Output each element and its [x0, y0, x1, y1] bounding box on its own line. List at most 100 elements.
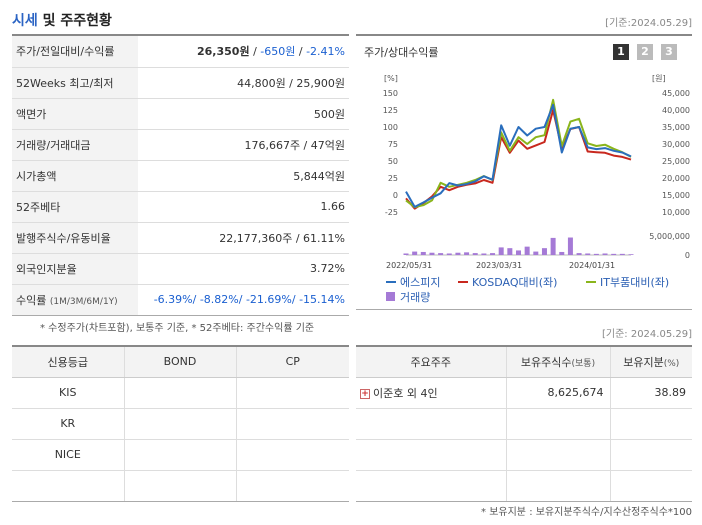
empty-cell	[506, 439, 611, 471]
empty-cell	[356, 439, 507, 471]
bond-cell	[124, 377, 237, 409]
row-label: 거래량/거래대금	[12, 129, 138, 161]
pct-header-sub: (%)	[663, 358, 680, 369]
x-tick-label: 2022/05/31	[386, 261, 432, 270]
table-row: 발행주식수/유동비율 22,177,360주 / 61.11%	[12, 222, 349, 254]
divider	[12, 34, 349, 36]
volume-bar	[593, 253, 599, 255]
volume-bar	[446, 253, 452, 255]
table-row: 거래량/거래대금 176,667주 / 47억원	[12, 129, 349, 161]
row-value: 44,800원 / 25,900원	[138, 67, 349, 99]
volume-bar	[438, 253, 444, 255]
table-header-row: 신용등급 BOND CP	[12, 345, 349, 378]
credit-agency: NICE	[12, 439, 125, 471]
credit-agency: KR	[12, 408, 125, 440]
volume-bar	[481, 253, 487, 255]
table-row: KIS	[12, 377, 349, 409]
legend-label: 거래량	[400, 291, 430, 304]
chart-page-2-button[interactable]: 2	[637, 44, 653, 60]
left-tick-label: 25	[388, 174, 398, 183]
row-value: 22,177,360주 / 61.11%	[138, 222, 349, 254]
credit-header-rating: 신용등급	[12, 345, 125, 378]
empty-cell	[356, 470, 507, 502]
chart-page-3-button[interactable]: 3	[661, 44, 677, 60]
table-row: KR	[12, 408, 349, 440]
volume-bar	[619, 253, 625, 255]
table-row: 시가총액 5,844억원	[12, 160, 349, 192]
right-tick-label: 20,000	[662, 174, 690, 183]
return-1y: -15.14%	[299, 293, 345, 306]
title-holders: 및 주주현황	[42, 13, 112, 29]
major-holders-table: 주요주주 보유주식수(보통) 보유지분(%) + 이준호 외 4인 8,625,6…	[356, 345, 692, 502]
row-label: 52주베타	[12, 191, 138, 223]
row-value: 176,667주 / 47억원	[138, 129, 349, 161]
volume-tick-label: 0	[685, 251, 690, 260]
quote-table: 주가/전일대비/수익률 26,350원 / -650원 / -2.41% 52W…	[12, 36, 349, 316]
credit-header-bond: BOND	[124, 345, 237, 378]
volume-bar	[490, 253, 496, 255]
right-tick-label: 25,000	[662, 157, 690, 166]
legend-swatch	[386, 292, 395, 301]
legend-label: IT부품대비(좌)	[600, 276, 669, 289]
row-value: 500원	[138, 98, 349, 130]
table-row: + 이준호 외 4인 8,625,674 38.89	[356, 377, 692, 409]
holders-base-date: [기준: 2024.05.29]	[601, 329, 692, 340]
right-tick-label: 45,000	[662, 89, 690, 98]
credit-header-cp: CP	[236, 345, 349, 378]
x-tick-label: 2024/01/31	[569, 261, 615, 270]
empty-cell	[610, 470, 692, 502]
series-line	[405, 103, 632, 208]
table-row	[356, 439, 692, 471]
volume-bar	[550, 237, 556, 255]
return-6m: -21.69%	[245, 293, 292, 306]
volume-bar	[464, 252, 470, 255]
volume-bar	[455, 252, 461, 255]
left-tick-label: 75	[388, 140, 398, 149]
row-label: 52Weeks 최고/최저	[12, 67, 138, 99]
volume-bar	[559, 251, 565, 255]
table-header-row: 주요주주 보유주식수(보통) 보유지분(%)	[356, 345, 692, 378]
volume-bar	[585, 253, 591, 255]
returns-value: -6.39%/ -8.82%/ -21.69%/ -15.14%	[138, 284, 349, 316]
expand-icon[interactable]: +	[360, 388, 370, 399]
credit-rating-table: 신용등급 BOND CP KIS KR NICE	[12, 345, 349, 502]
row-value: 5,844억원	[138, 160, 349, 192]
left-tick-label: 100	[383, 123, 398, 132]
row-label: 외국인지분율	[12, 253, 138, 285]
volume-bar	[611, 253, 617, 255]
volume-bar	[420, 251, 426, 255]
left-tick-label: 50	[388, 157, 398, 166]
base-date: [기준:2024.05.29]	[605, 18, 692, 29]
price-rate: -2.41%	[306, 45, 345, 59]
row-value: 1.66	[138, 191, 349, 223]
volume-bar	[498, 247, 504, 255]
section-title: 시세 및 주주현황	[12, 10, 112, 30]
holder-shares: 8,625,674	[506, 377, 611, 409]
table-row	[356, 408, 692, 440]
table-row	[12, 470, 349, 502]
current-price: 26,350원	[197, 45, 250, 59]
empty-cell	[506, 470, 611, 502]
volume-tick-label: 5,000,000	[649, 232, 690, 241]
title-quote: 시세	[12, 13, 38, 29]
left-tick-label: 125	[383, 106, 398, 115]
right-tick-label: 10,000	[662, 208, 690, 217]
row-label: 시가총액	[12, 160, 138, 192]
return-1m: -6.39%	[153, 293, 193, 306]
chart-page-1-button[interactable]: 1	[613, 44, 629, 60]
table-row: 수익률 (1M/3M/6M/1Y) -6.39%/ -8.82%/ -21.69…	[12, 284, 349, 316]
holder-name[interactable]: 이준호 외 4인	[373, 386, 438, 400]
volume-bar	[403, 253, 409, 255]
bond-cell	[124, 408, 237, 440]
volume-bar	[567, 237, 573, 255]
holder-pct: 38.89	[610, 377, 692, 409]
volume-bar	[541, 248, 547, 255]
credit-agency: KIS	[12, 377, 125, 409]
holder-name-cell: + 이준호 외 4인	[356, 377, 507, 409]
shares-header-label: 보유주식수	[520, 355, 572, 369]
row-label: 액면가	[12, 98, 138, 130]
right-tick-label: 40,000	[662, 106, 690, 115]
volume-bar	[412, 251, 418, 255]
volume-bar	[533, 251, 539, 255]
volume-bar	[472, 253, 478, 255]
